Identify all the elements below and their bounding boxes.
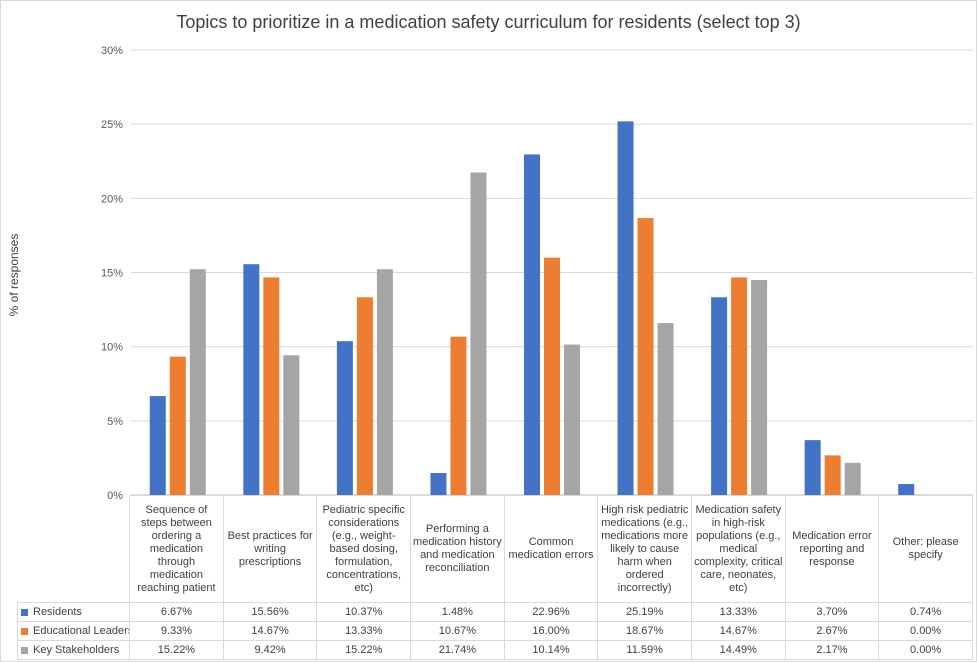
data-value-label: 14.67%	[690, 621, 786, 641]
data-table: Sequence of steps between ordering a med…	[16, 495, 973, 660]
legend-swatch	[21, 627, 28, 635]
data-value-label: 1.48%	[410, 602, 505, 622]
data-value-label: 0.00%	[878, 621, 973, 641]
data-value-label: 15.22%	[129, 640, 224, 660]
data-value-label: 15.22%	[316, 640, 412, 660]
legend-label: Educational Leaders	[33, 625, 130, 637]
data-value-label: 10.67%	[410, 621, 505, 641]
bar-key-stakeholders	[564, 344, 580, 495]
bar-residents	[617, 121, 634, 496]
data-value-label: 3.70%	[784, 602, 880, 622]
y-tick-label: 30%	[101, 45, 123, 57]
data-value-label: 10.37%	[316, 602, 412, 622]
legend-entry: Educational Leaders	[16, 621, 131, 641]
x-category-label: Sequence of steps between ordering a med…	[129, 495, 224, 603]
data-value-label: 14.67%	[222, 621, 318, 641]
x-category-label: Medication error reporting and response	[784, 495, 880, 603]
data-value-label: 0.00%	[878, 640, 973, 660]
legend-label: Key Stakeholders	[33, 644, 120, 656]
bar-educational-leaders	[544, 257, 560, 495]
data-value-label: 16.00%	[503, 621, 599, 641]
x-category-label: Pediatric specific considerations (e.g.,…	[316, 495, 412, 603]
table-corner	[17, 495, 131, 603]
y-tick-label: 15%	[101, 268, 123, 280]
y-tick-label: 10%	[101, 342, 123, 354]
data-value-label: 15.56%	[222, 602, 318, 622]
bar-key-stakeholders	[376, 269, 393, 495]
bar-educational-leaders	[263, 277, 280, 495]
x-category-label: Other: please specify	[878, 495, 973, 603]
bar-key-stakeholders	[470, 172, 487, 496]
data-value-label: 13.33%	[316, 621, 412, 641]
bar-key-stakeholders	[657, 323, 674, 495]
data-value-label: 6.67%	[129, 602, 224, 622]
table-row: Educational Leaders 9.33% 14.67% 13.33% 10.6…	[16, 621, 973, 641]
bar-residents	[804, 440, 821, 495]
bar-educational-leaders	[824, 455, 841, 495]
x-category-label: High risk pediatric medications (e.g., m…	[597, 495, 692, 603]
bar-key-stakeholders	[844, 462, 861, 495]
data-value-label: 11.59%	[597, 640, 692, 660]
legend-swatch	[21, 608, 28, 616]
x-category-label: Medication safety in high-risk populatio…	[690, 495, 786, 603]
data-value-label: 14.49%	[690, 640, 786, 660]
x-category-label: Best practices for writing prescriptions	[222, 495, 318, 603]
data-value-label: 13.33%	[690, 602, 786, 622]
bar-residents	[524, 154, 540, 495]
bar-residents	[898, 484, 915, 495]
data-value-label: 10.14%	[503, 640, 599, 660]
bar-key-stakeholders	[283, 355, 300, 495]
bar-residents	[243, 264, 260, 495]
y-tick-label: 5%	[107, 416, 123, 428]
bar-residents	[711, 297, 728, 495]
table-row: Key Stakeholders 15.22% 9.42% 15.22% 21.74% 1…	[16, 640, 973, 660]
table-row: Residents 6.67% 15.56% 10.37% 1.48% 22.96% 25.…	[16, 602, 973, 622]
bar-educational-leaders	[637, 218, 654, 496]
y-tick-label: 20%	[101, 193, 123, 205]
legend-entry: Key Stakeholders	[16, 640, 131, 660]
data-value-label: 18.67%	[597, 621, 692, 641]
bar-key-stakeholders	[189, 269, 206, 495]
legend-entry: Residents	[16, 602, 131, 622]
y-tick-label: 25%	[101, 119, 123, 131]
bar-educational-leaders	[169, 356, 186, 495]
bar-key-stakeholders	[751, 280, 768, 495]
x-category-label: Common medication errors	[503, 495, 599, 603]
legend-label: Residents	[33, 606, 82, 618]
bar-residents	[336, 341, 353, 495]
data-value-label: 22.96%	[503, 602, 599, 622]
bar-educational-leaders	[731, 277, 748, 495]
data-value-label: 25.19%	[597, 602, 692, 622]
chart-title: Topics to prioritize in a medication saf…	[176, 12, 801, 32]
bar-residents	[149, 396, 166, 495]
data-value-label: 21.74%	[410, 640, 505, 660]
x-category-label: Performing a medication history and medi…	[410, 495, 505, 603]
data-value-label: 9.33%	[129, 621, 224, 641]
data-value-label: 9.42%	[222, 640, 318, 660]
bar-educational-leaders	[356, 297, 373, 495]
bar-residents	[430, 473, 447, 495]
bar-educational-leaders	[450, 336, 467, 495]
data-value-label: 0.74%	[878, 602, 973, 622]
data-value-label: 2.67%	[784, 621, 880, 641]
data-value-label: 2.17%	[784, 640, 880, 660]
legend-swatch	[21, 646, 28, 654]
